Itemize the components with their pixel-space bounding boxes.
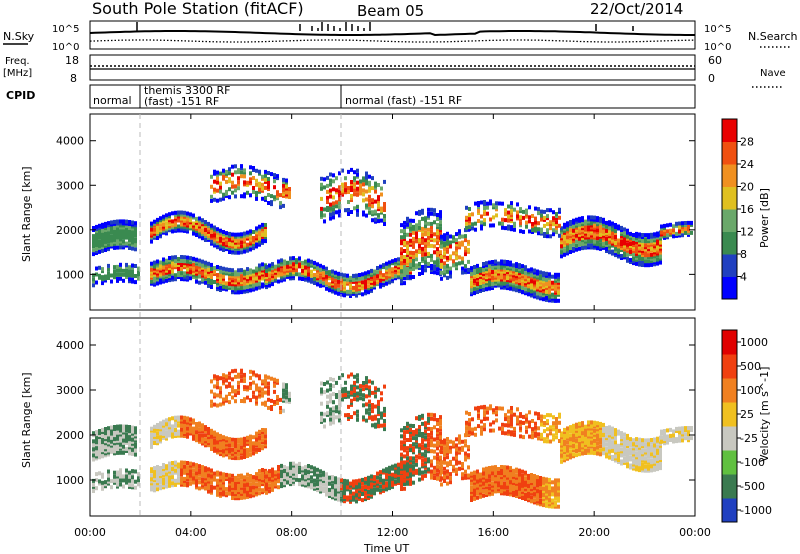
y-tick-label: 4000 xyxy=(56,135,84,148)
y-tick-label: 1000 xyxy=(56,474,84,487)
time-axis-label: Time UT xyxy=(363,542,409,554)
colorbar-swatch xyxy=(722,402,737,427)
nsearch-series-line xyxy=(89,39,696,43)
velocity-colorbar-label: Velocity [m s^-1] xyxy=(758,367,771,462)
y-tick-label: 1000 xyxy=(56,268,84,281)
nsearch-label: N.Search xyxy=(748,30,798,43)
nsearch-exp-bottom: 10^0 xyxy=(704,42,731,53)
time-tick-label: 00:00 xyxy=(679,526,711,539)
time-tick-label: 12:00 xyxy=(377,526,409,539)
time-tick-label: 16:00 xyxy=(477,526,509,539)
colorbar-swatch xyxy=(722,164,737,187)
colorbar-swatch xyxy=(722,209,737,232)
colorbar-tick-label: -100 xyxy=(740,456,765,469)
colorbar-tick-label: 25 xyxy=(740,408,754,421)
power-ylabel: Slant Range [km] xyxy=(20,166,33,262)
velocity-heatmap-cells xyxy=(92,368,693,509)
time-axis-ticks: 00:00 04:00 08:00 12:00 16:00 20:00 00:00 xyxy=(74,114,711,539)
colorbar-tick-label: -500 xyxy=(740,480,765,493)
date-title: 22/Oct/2014 xyxy=(590,0,683,18)
nsearch-exp-top: 10^5 xyxy=(704,24,731,35)
colorbar-tick-label: 12 xyxy=(740,226,754,239)
freq-tick-bottom: 8 xyxy=(70,72,77,85)
cpid-segment-1: normal xyxy=(93,94,132,107)
colorbar-swatch xyxy=(722,354,737,379)
y-tick-label: 3000 xyxy=(56,179,84,192)
freq-tick-top: 18 xyxy=(65,54,79,67)
y-tick-label: 2000 xyxy=(56,224,84,237)
colorbar-tick-label: 24 xyxy=(740,158,754,171)
colorbar-swatch xyxy=(722,231,737,255)
nsky-exp-top: 10^5 xyxy=(52,24,79,35)
colorbar-swatch xyxy=(722,378,737,403)
nave-label: Nave xyxy=(760,68,786,79)
power-colorbar-label: Power [dB] xyxy=(758,188,771,248)
power-colorbar: 28 24 20 16 12 8 4 xyxy=(721,118,754,300)
power-y-ticks: 1000 2000 3000 4000 xyxy=(56,135,695,281)
velocity-ylabel: Slant Range [km] xyxy=(20,372,33,468)
nsky-series-line xyxy=(89,30,695,37)
y-tick-label: 3000 xyxy=(56,384,84,397)
nsky-exp-bottom: 10^0 xyxy=(52,42,79,53)
colorbar-swatch xyxy=(722,498,737,523)
time-tick-label: 20:00 xyxy=(578,526,610,539)
nave-tick-top: 60 xyxy=(708,54,722,67)
nave-tick-bottom: 0 xyxy=(708,72,715,85)
time-tick-label: 08:00 xyxy=(276,526,308,539)
colorbar-tick-label: 4 xyxy=(740,271,747,284)
colorbar-swatch xyxy=(722,141,737,165)
colorbar-tick-label: 20 xyxy=(740,181,754,194)
colorbar-tick-label: 16 xyxy=(740,203,754,216)
colorbar-tick-label: 100 xyxy=(740,384,761,397)
time-tick-label: 04:00 xyxy=(175,526,207,539)
velocity-y-ticks: 1000 2000 3000 4000 xyxy=(56,339,695,487)
colorbar-swatch xyxy=(722,276,737,300)
cpid-panel xyxy=(89,84,696,109)
cpid-segment-2-line2: (fast) -151 RF xyxy=(144,95,219,108)
colorbar-tick-label: 500 xyxy=(740,360,761,373)
power-heatmap-cells xyxy=(92,164,693,303)
colorbar-tick-label: -1000 xyxy=(740,504,772,517)
cpid-segment-3: normal (fast) -151 RF xyxy=(345,94,462,107)
colorbar-swatch xyxy=(722,254,737,277)
colorbar-swatch xyxy=(722,426,737,451)
freq-label-line1: Freq. xyxy=(5,56,30,67)
velocity-colorbar: 1000 500 100 25 -25 -100 -500 -1000 xyxy=(721,329,772,523)
colorbar-swatch xyxy=(722,119,737,142)
beam-title: Beam 05 xyxy=(357,2,424,20)
time-tick-label: 00:00 xyxy=(74,526,106,539)
colorbar-swatch xyxy=(722,450,737,475)
colorbar-tick-label: 28 xyxy=(740,136,754,149)
colorbar-swatch xyxy=(722,474,737,499)
colorbar-tick-label: 8 xyxy=(740,248,747,261)
station-title: South Pole Station (fitACF) xyxy=(92,0,304,18)
y-tick-label: 2000 xyxy=(56,429,84,442)
nsky-spikes xyxy=(136,22,634,31)
freq-label-line2: [MHz] xyxy=(3,68,32,79)
colorbar-tick-label: 1000 xyxy=(740,336,768,349)
colorbar-swatch xyxy=(722,330,737,355)
colorbar-tick-label: -25 xyxy=(740,432,758,445)
nsky-label: N.Sky xyxy=(3,30,35,43)
y-tick-label: 4000 xyxy=(56,339,84,352)
cpid-segment-2-line1: themis 3300 RF xyxy=(144,84,231,97)
colorbar-swatch xyxy=(722,186,737,210)
cpid-label: CPID xyxy=(6,89,35,102)
freq-panel xyxy=(89,54,696,81)
